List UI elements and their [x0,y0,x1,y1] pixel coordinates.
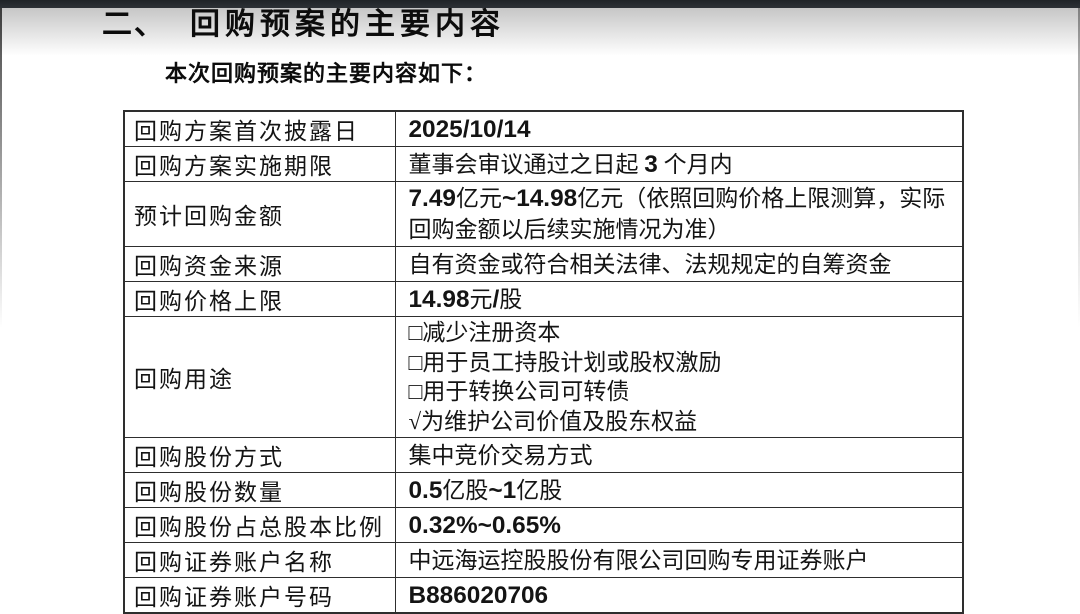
table-row: 回购价格上限 14.98元/股 [123,281,964,317]
usage-option-line: □用于转换公司可转债 [408,379,630,404]
row-value: 中远海运控股股份有限公司回购专用证券账户 [394,542,964,578]
row-value: □减少注册资本 □用于员工持股计划或股权激励 □用于转换公司可转债 √为维护公司… [394,316,964,438]
row-label: 回购用途 [123,316,396,438]
row-label: 回购方案实施期限 [123,146,396,182]
row-value: 7.49亿元~14.98亿元（依照回购价格上限测算，实际回购金额以后续实施情况为… [394,181,964,247]
table-row: 预计回购金额 7.49亿元~14.98亿元（依照回购价格上限测算，实际回购金额以… [123,181,964,247]
usage-option-line: √为维护公司价值及股东权益 [408,408,698,434]
row-value: 集中竞价交易方式 [394,437,964,473]
table-row: 回购用途 □减少注册资本 □用于员工持股计划或股权激励 □用于转换公司可转债 √… [123,316,964,438]
row-value: 0.32%~0.65% [394,507,964,543]
page-left-edge [0,8,2,328]
row-label: 预计回购金额 [123,181,396,247]
usage-option-line: □减少注册资本 [408,320,561,345]
intro-text: 本次回购预案的主要内容如下： [165,61,488,86]
row-value: 自有资金或符合相关法律、法规规定的自筹资金 [394,246,964,282]
section-number: 二、 [102,8,166,41]
row-label: 回购证券账户号码 [123,577,396,614]
table-row: 回购股份占总股本比例 0.32%~0.65% [123,507,964,543]
table-row: 回购证券账户名称 中远海运控股股份有限公司回购专用证券账户 [123,542,964,578]
table-row: 回购方案首次披露日 2025/10/14 [123,110,964,147]
row-label: 回购股份占总股本比例 [123,507,396,543]
row-value: B886020706 [394,577,964,614]
table-row: 回购证券账户号码 B886020706 [123,577,964,614]
section-heading: 二、 回购预案的主要内容 [102,6,505,44]
table-row: 回购资金来源 自有资金或符合相关法律、法规规定的自筹资金 [123,246,964,282]
row-value: 14.98元/股 [394,281,964,317]
row-value: 2025/10/14 [394,110,964,147]
row-label: 回购资金来源 [123,246,396,282]
row-label: 回购价格上限 [123,281,396,317]
usage-option-line: □用于员工持股计划或股权激励 [408,349,722,375]
section-title: 回购预案的主要内容 [190,8,505,41]
table-row: 回购方案实施期限 董事会审议通过之日起 3 个月内 [123,146,964,182]
row-value: 董事会审议通过之日起 3 个月内 [394,146,964,182]
row-label: 回购证券账户名称 [123,542,396,578]
row-value: 0.5亿股~1亿股 [394,472,964,508]
row-label: 回购股份方式 [123,437,396,473]
row-label: 回购方案首次披露日 [123,110,396,147]
buyback-table: 回购方案首次披露日 2025/10/14 回购方案实施期限 董事会审议通过之日起… [123,110,964,614]
table-row: 回购股份方式 集中竞价交易方式 [123,437,964,473]
table-row: 回购股份数量 0.5亿股~1亿股 [123,472,964,508]
row-label: 回购股份数量 [123,472,396,508]
window-top-bar [0,0,1080,8]
